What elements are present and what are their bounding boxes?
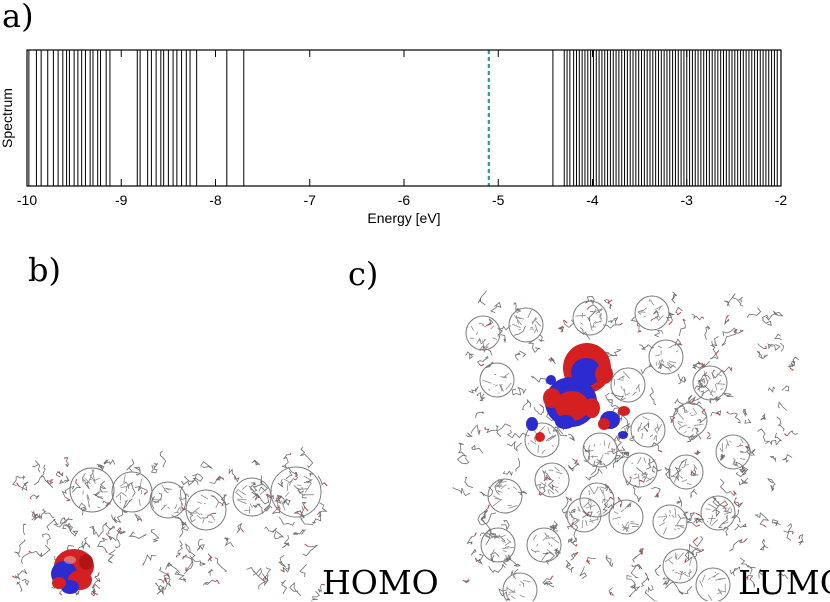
- fullerene-cage: [487, 478, 523, 514]
- oxygen-bonds: [12, 452, 328, 596]
- fullerene-bonds: [82, 469, 108, 508]
- x-tick-label: -2: [775, 192, 788, 208]
- fullerene-cage: [715, 434, 751, 470]
- fullerene-bonds: [699, 571, 726, 601]
- fullerene-cage: [634, 295, 670, 331]
- fullerene-cage: [630, 412, 666, 448]
- fullerene-bonds: [235, 484, 265, 514]
- fullerene-cage: [185, 489, 227, 531]
- fullerene-bonds: [506, 575, 531, 601]
- fullerene-cage: [622, 452, 658, 488]
- oxygen-bonds: [458, 297, 801, 601]
- panel-c-label: c): [348, 255, 379, 293]
- fullerene-cage: [566, 497, 602, 533]
- fullerene-cage: [648, 339, 684, 375]
- x-tick-label: -4: [586, 192, 599, 208]
- fullerene-bonds: [677, 407, 704, 434]
- fullerene-bonds: [527, 426, 557, 454]
- fullerene-bonds: [637, 298, 664, 321]
- fullerene-cage: [534, 462, 570, 498]
- fullerene-cage: [579, 482, 615, 518]
- fullerene-cage: [479, 362, 515, 398]
- fullerene-bonds: [152, 484, 184, 514]
- lumo-orbital-isosurface: [526, 343, 630, 442]
- side-chains: [452, 290, 804, 601]
- fullerene-bonds: [637, 416, 663, 442]
- fullerene-bonds: [631, 457, 655, 486]
- fullerene-cage: [695, 567, 731, 601]
- x-axis-ticks: -10 -9 -8 -7 -6 -5 -4 -3 -2: [17, 50, 788, 208]
- fullerene-cage: [582, 432, 618, 468]
- x-tick-label: -6: [398, 192, 411, 208]
- x-tick-label: -8: [209, 192, 222, 208]
- lumo-label: LUMO: [738, 563, 830, 602]
- x-tick-label: -3: [681, 192, 694, 208]
- fullerene-cage: [652, 504, 688, 540]
- fullerene-bonds: [511, 309, 541, 334]
- fullerene-cage: [572, 300, 608, 336]
- fullerene-cage: [526, 527, 562, 563]
- fullerene-bonds: [115, 474, 148, 506]
- fullerene-cage: [608, 499, 644, 535]
- fullerene-cage: [149, 481, 187, 519]
- homo-molecular-skeleton: [12, 446, 328, 601]
- fullerene-bonds: [670, 458, 699, 486]
- fullerene-cage: [270, 466, 322, 518]
- x-tick-label: -10: [17, 192, 37, 208]
- panel-b-label: b): [28, 251, 61, 289]
- x-tick-label: -5: [492, 192, 505, 208]
- fullerene-bonds: [697, 371, 726, 397]
- fullerene-cage: [662, 548, 698, 584]
- x-tick-label: -9: [115, 192, 128, 208]
- fullerene-bonds: [492, 480, 518, 509]
- fullerene-cage: [508, 307, 544, 343]
- fullerene-bonds: [188, 494, 220, 524]
- homo-orbital-isosurface: [51, 549, 94, 594]
- fullerene-cage: [692, 365, 728, 401]
- x-tick-label: -7: [304, 192, 317, 208]
- fullerene-bonds: [719, 438, 747, 467]
- fullerene-cage: [111, 471, 153, 513]
- fullerene-bonds: [469, 322, 498, 349]
- y-axis-label: Spectrum: [0, 88, 15, 148]
- homo-label: HOMO: [322, 563, 439, 602]
- fullerene-cage: [610, 367, 646, 403]
- fullerene-bonds: [613, 371, 641, 396]
- fullerene-bonds: [540, 466, 563, 495]
- lumo-molecular-skeleton: [452, 290, 804, 601]
- fullerene-bonds: [485, 533, 514, 557]
- fullerene-cage: [700, 495, 736, 531]
- fullerene-bonds: [583, 485, 609, 509]
- fullerene-cage: [672, 402, 708, 438]
- panel-a-label: a): [2, 0, 34, 35]
- fullerene-cage: [668, 454, 704, 490]
- fullerene-cage: [524, 422, 560, 458]
- side-chains: [12, 446, 328, 601]
- fullerene-cage: [69, 467, 115, 513]
- fullerene-bonds: [664, 552, 693, 581]
- fullerene-bonds: [612, 504, 639, 532]
- energy-levels: [28, 50, 778, 186]
- fullerene-bonds: [575, 308, 603, 332]
- fullerene-bonds: [568, 503, 601, 529]
- fullerene-cage: [465, 315, 501, 351]
- fullerene-bonds: [658, 507, 685, 535]
- fullerene-cage: [502, 572, 538, 601]
- fullerene-cage: [232, 477, 272, 517]
- fullerene-bonds: [275, 475, 314, 511]
- fullerene-bonds: [587, 440, 616, 464]
- spectrum-chart: -10 -9 -8 -7 -6 -5 -4 -3 -2 Energy [eV] Spectrum: [0, 49, 788, 226]
- fullerene-bonds: [655, 344, 678, 372]
- fullerene-bonds: [530, 532, 560, 561]
- fullerene-bonds: [705, 503, 732, 527]
- fullerene-bonds: [482, 372, 512, 394]
- x-axis-label: Energy [eV]: [367, 210, 440, 226]
- fullerene-cage: [480, 527, 516, 563]
